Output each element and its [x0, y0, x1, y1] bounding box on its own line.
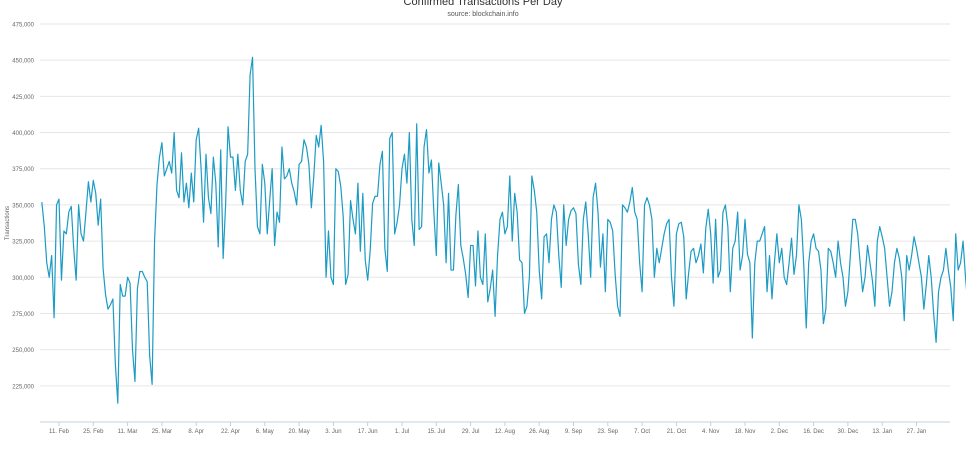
x-tick-label: 16. Dec [803, 429, 824, 435]
x-tick-label: 18. Nov [735, 429, 756, 435]
y-tick-label: 275,000 [12, 312, 34, 318]
x-tick-label: 7. Oct [634, 429, 650, 435]
x-tick-label: 27. Jan [907, 429, 927, 435]
x-tick-label: 3. Jun [325, 429, 341, 435]
x-tick-label: 13. Jan [872, 429, 892, 435]
x-tick-label: 8. Apr [188, 429, 204, 435]
x-tick-label: 17. Jun [358, 429, 378, 435]
x-tick-label: 2. Dec [771, 429, 788, 435]
x-tick-label: 25. Mar [152, 429, 172, 435]
y-tick-label: 450,000 [12, 59, 34, 65]
x-tick-label: 9. Sep [565, 429, 583, 435]
y-tick-label: 300,000 [12, 276, 34, 282]
series-line [41, 56, 966, 404]
x-tick-label: 11. Mar [118, 429, 138, 435]
y-tick-label: 425,000 [12, 95, 34, 101]
x-tick-label: 11. Feb [49, 429, 70, 435]
y-tick-label: 250,000 [12, 348, 34, 354]
y-tick-label: 400,000 [12, 131, 34, 137]
x-tick-label: 6. May [256, 429, 274, 435]
y-axis-label: Transactions [5, 206, 11, 240]
y-tick-label: 225,000 [12, 384, 34, 390]
y-axis-ticks: 225,000 250,000 275,000 300,000 325,000 350,0… [12, 23, 34, 391]
chart-title: Confirmed Transactions Per Day [403, 0, 563, 8]
x-tick-label: 25. Feb [83, 429, 104, 435]
x-tick-label: 30. Dec [838, 429, 859, 435]
x-tick-label: 26. Aug [529, 429, 549, 435]
x-tick-label: 29. Jul [462, 429, 480, 435]
x-tick-label: 21. Oct [667, 429, 687, 435]
x-tick-label: 4. Nov [702, 429, 719, 435]
y-tick-label: 375,000 [12, 167, 34, 173]
y-tick-label: 350,000 [12, 203, 34, 209]
x-tick-label: 12. Aug [495, 429, 515, 435]
x-tick-label: 22. Apr [221, 429, 240, 435]
y-tick-label: 475,000 [12, 23, 34, 29]
x-tick-label: 20. May [288, 429, 309, 435]
x-tick-label: 1. Jul [395, 429, 409, 435]
chart-subtitle: source: blockchain.info [447, 11, 519, 18]
y-tick-label: 325,000 [12, 240, 34, 246]
x-axis-ticks: 11. Feb 25. Feb 11. Mar 25. Mar 8. Apr 22. Ap… [49, 422, 926, 435]
grid-lines [40, 23, 950, 387]
x-tick-label: 15. Jul [427, 429, 445, 435]
x-tick-label: 23. Sep [597, 429, 618, 435]
